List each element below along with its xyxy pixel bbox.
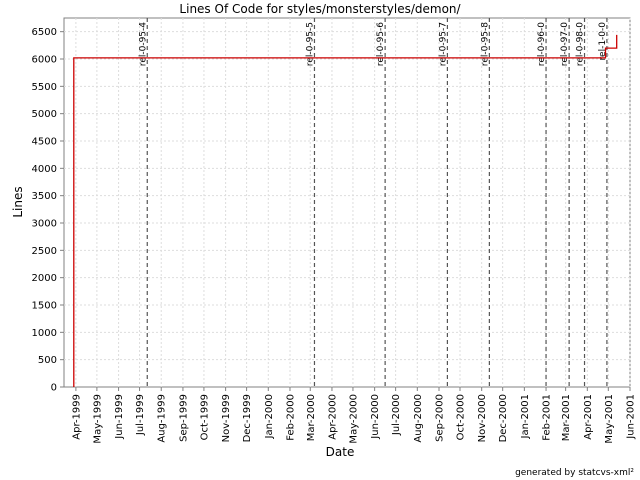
x-tick-label: Dec-1999 <box>242 394 253 442</box>
y-tick-label: 3500 <box>32 191 57 202</box>
x-axis-ticks: Apr-1999 May-1999 Jun-1999 Jul-1999 Aug-1999… <box>71 387 637 444</box>
x-tick-label: Mar-2001 <box>561 394 572 441</box>
release-label: rel-1-0-0 <box>598 22 608 61</box>
release-label: rel-0-97-0 <box>560 22 570 66</box>
x-tick-label: Mar-2000 <box>306 394 317 441</box>
release-label: rel-0-98-0 <box>576 22 586 66</box>
x-tick-label: Apr-1999 <box>71 394 82 440</box>
x-tick-label: Oct-2000 <box>455 394 466 440</box>
x-tick-label: Nov-2000 <box>477 394 488 442</box>
y-tick-label: 1500 <box>32 301 57 312</box>
x-tick-label: Aug-2000 <box>413 394 424 443</box>
y-tick-label: 3000 <box>32 219 57 230</box>
release-label: rel-0-95-8 <box>480 22 490 66</box>
release-label: rel-0-95-7 <box>438 22 448 66</box>
release-label: rel-0-96-0 <box>537 22 547 66</box>
y-tick-label: 0 <box>51 383 57 394</box>
x-tick-label: May-2000 <box>348 394 359 444</box>
x-tick-label: Aug-1999 <box>157 394 168 443</box>
y-tick-label: 6000 <box>32 55 57 66</box>
y-tick-label: 1000 <box>32 328 57 339</box>
release-label: rel-0-95-6 <box>376 22 386 66</box>
y-axis-title: Lines <box>11 186 25 217</box>
x-tick-label: Sep-2000 <box>435 394 446 442</box>
x-tick-label: Jun-2000 <box>370 394 381 440</box>
x-tick-label: Sep-1999 <box>178 394 189 442</box>
x-tick-label: Apr-2000 <box>327 394 338 440</box>
series <box>73 34 618 387</box>
x-tick-label: May-1999 <box>92 394 103 444</box>
release-markers: rel-0-95-4 rel-0-95-5 rel-0-95-6 rel-0-95-7… <box>138 18 608 387</box>
release-label: rel-0-95-5 <box>305 22 315 66</box>
x-tick-label: Dec-2000 <box>498 394 509 442</box>
grid-lines <box>64 18 631 387</box>
x-tick-label: Jul-1999 <box>135 394 146 436</box>
release-label: rel-0-95-4 <box>138 22 148 66</box>
x-tick-label: Apr-2001 <box>583 394 594 440</box>
y-tick-label: 4000 <box>32 164 57 175</box>
plot-area <box>63 17 631 388</box>
y-axis-ticks: 0 500 1000 1500 2000 2500 3000 3500 4000 4500 5000… <box>32 27 64 394</box>
y-tick-label: 2500 <box>32 246 57 257</box>
y-tick-label: 500 <box>38 355 57 366</box>
x-tick-label: Jun-2001 <box>626 394 637 440</box>
loc-series-line <box>73 34 618 387</box>
x-tick-label: May-2001 <box>604 394 615 444</box>
x-tick-label: Oct-1999 <box>199 394 210 440</box>
x-tick-label: Feb-2001 <box>542 394 553 441</box>
x-tick-label: Feb-2000 <box>285 394 296 441</box>
y-tick-label: 6500 <box>32 27 57 38</box>
x-tick-label: Jan-2001 <box>520 394 531 439</box>
chart-title: Lines Of Code for styles/monsterstyles/d… <box>179 2 461 16</box>
x-tick-label: Nov-1999 <box>221 394 232 442</box>
x-axis-title: Date <box>326 445 355 459</box>
x-tick-label: Jul-2000 <box>391 394 402 436</box>
y-tick-label: 2000 <box>32 273 57 284</box>
x-tick-label: Jan-2000 <box>264 394 275 439</box>
y-tick-label: 4500 <box>32 137 57 148</box>
x-tick-label: Jun-1999 <box>114 394 125 440</box>
footer-credit: generated by statcvs-xml² <box>515 468 634 478</box>
y-tick-label: 5000 <box>32 109 57 120</box>
y-tick-label: 5500 <box>32 82 57 93</box>
